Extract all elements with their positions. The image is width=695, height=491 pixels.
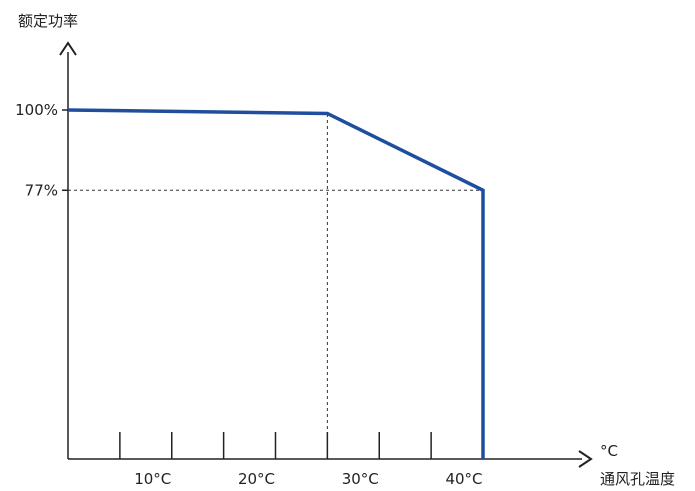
y-tick-label: 100% — [15, 101, 58, 119]
x-ticks — [62, 109, 484, 459]
labels: 额定功率 °C 通风孔温度 10°C 20°C 30°C 40°C 100% 77% — [15, 12, 675, 488]
x-tick-label: 20°C — [238, 470, 275, 488]
x-axis-unit: °C — [600, 442, 618, 460]
x-tick-label: 40°C — [445, 470, 482, 488]
reference-lines — [68, 113, 483, 459]
y-axis-arrow — [59, 41, 77, 56]
x-axis-arrow — [578, 450, 593, 468]
y-tick-label: 77% — [25, 181, 58, 199]
axes — [59, 41, 593, 468]
x-axis-label: 通风孔温度 — [600, 470, 675, 488]
series-line — [67, 108, 485, 459]
y-axis-label: 额定功率 — [18, 12, 78, 30]
x-tick-label: 30°C — [342, 470, 379, 488]
series — [67, 108, 485, 459]
x-tick-label: 10°C — [134, 470, 171, 488]
